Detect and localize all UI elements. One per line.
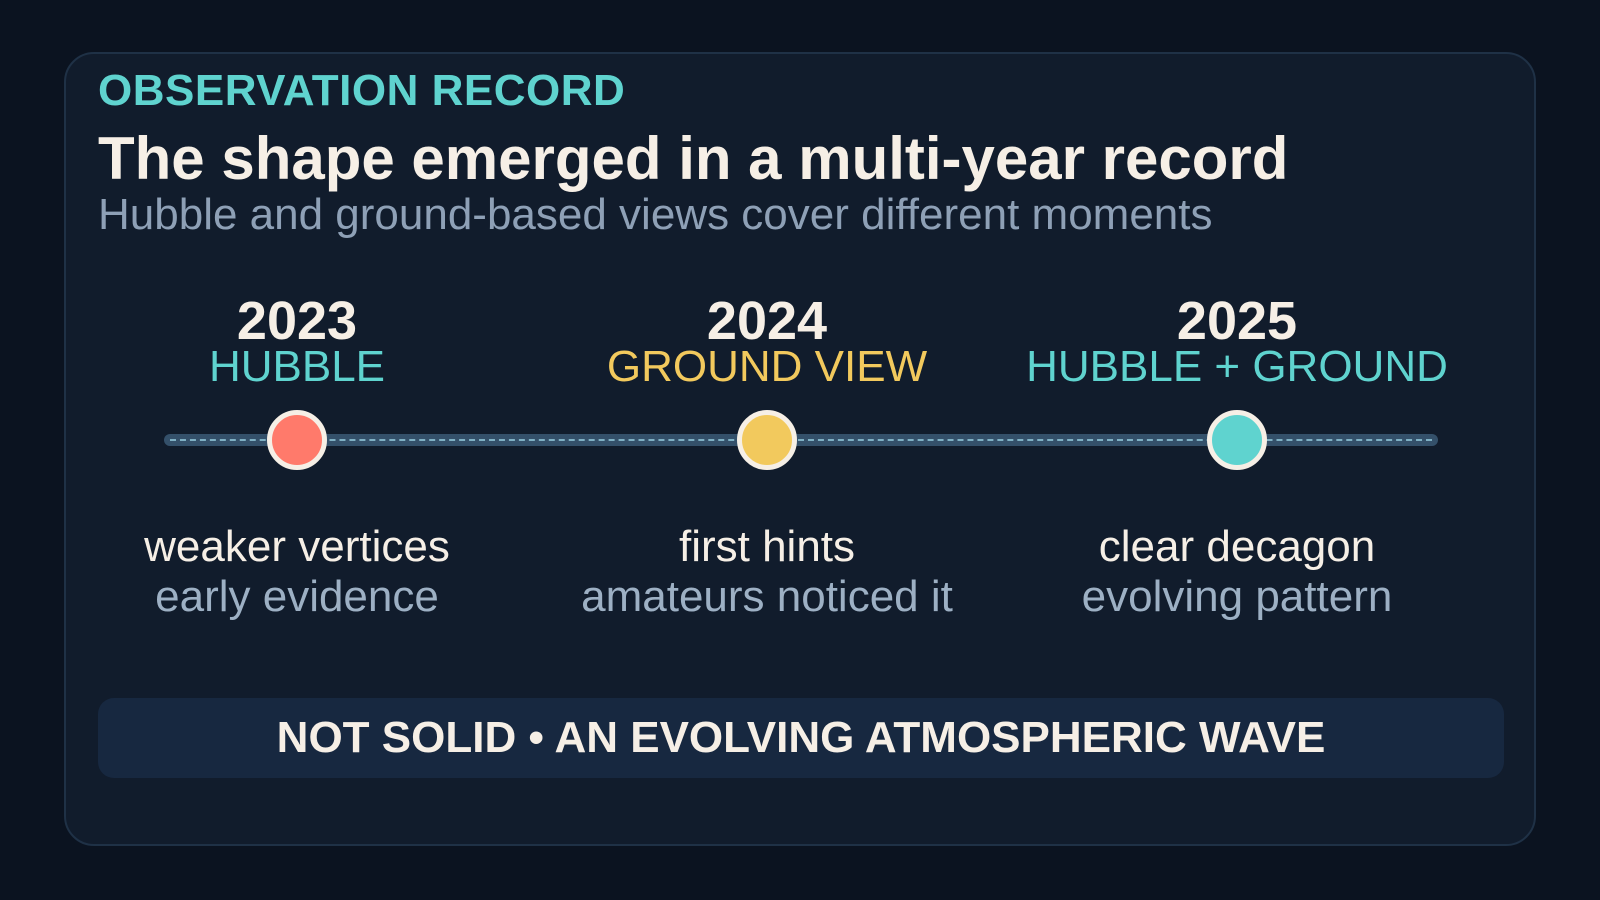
page-title: The shape emerged in a multi-year record [98, 125, 1289, 192]
milestone-2025-note: clear decagon [1098, 522, 1376, 571]
milestone-2023-year: 2023 [236, 291, 358, 351]
milestone-2024-note: first hints [678, 522, 856, 571]
milestone-2023-source: HUBBLE [208, 342, 386, 391]
milestone-2025-source: HUBBLE + GROUND [1026, 342, 1448, 391]
eyebrow-label: OBSERVATION RECORD [98, 66, 626, 115]
timeline-track [164, 434, 1438, 446]
observation-card: OBSERVATION RECORD The shape emerged in … [64, 52, 1536, 846]
timeline-dashed-line [170, 439, 1432, 441]
milestone-2025-subnote: evolving pattern [1081, 572, 1393, 621]
conclusion-banner-text: NOT SOLID • AN EVOLVING ATMOSPHERIC WAVE [276, 713, 1326, 762]
milestone-2025-year: 2025 [1176, 291, 1298, 351]
milestone-2024-source: GROUND VIEW [606, 342, 928, 391]
milestone-2025-marker [1207, 410, 1267, 470]
milestone-2024-subnote: amateurs noticed it [581, 572, 953, 621]
page-subtitle: Hubble and ground-based views cover diff… [98, 190, 1213, 239]
milestone-2023-subnote: early evidence [155, 572, 439, 621]
milestone-2023-marker [267, 410, 327, 470]
milestone-2024-marker [737, 410, 797, 470]
milestone-2023-note: weaker vertices [144, 522, 450, 571]
milestone-2024-year: 2024 [706, 291, 828, 351]
conclusion-banner: NOT SOLID • AN EVOLVING ATMOSPHERIC WAVE [98, 698, 1504, 778]
